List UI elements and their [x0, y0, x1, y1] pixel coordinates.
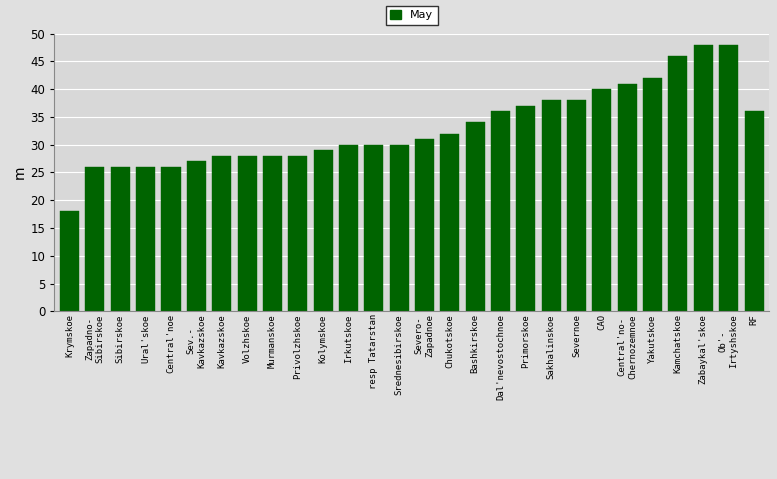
Bar — [389, 145, 409, 311]
Bar — [162, 167, 180, 311]
Bar — [364, 145, 383, 311]
Bar — [85, 167, 104, 311]
Bar — [592, 89, 611, 311]
Bar — [415, 139, 434, 311]
Legend: May: May — [386, 6, 437, 25]
Bar — [465, 123, 485, 311]
Bar — [744, 111, 764, 311]
Bar — [517, 106, 535, 311]
Bar — [339, 145, 358, 311]
Bar — [238, 156, 256, 311]
Bar — [212, 156, 232, 311]
Bar — [720, 45, 738, 311]
Bar — [263, 156, 282, 311]
Bar — [111, 167, 130, 311]
Bar — [643, 78, 662, 311]
Bar — [542, 100, 561, 311]
Bar — [186, 161, 206, 311]
Bar — [668, 56, 688, 311]
Y-axis label: m: m — [12, 166, 26, 179]
Bar — [491, 111, 510, 311]
Bar — [314, 150, 333, 311]
Bar — [441, 134, 459, 311]
Bar — [288, 156, 307, 311]
Bar — [618, 83, 637, 311]
Bar — [60, 211, 79, 311]
Bar — [567, 100, 586, 311]
Bar — [136, 167, 155, 311]
Bar — [694, 45, 713, 311]
